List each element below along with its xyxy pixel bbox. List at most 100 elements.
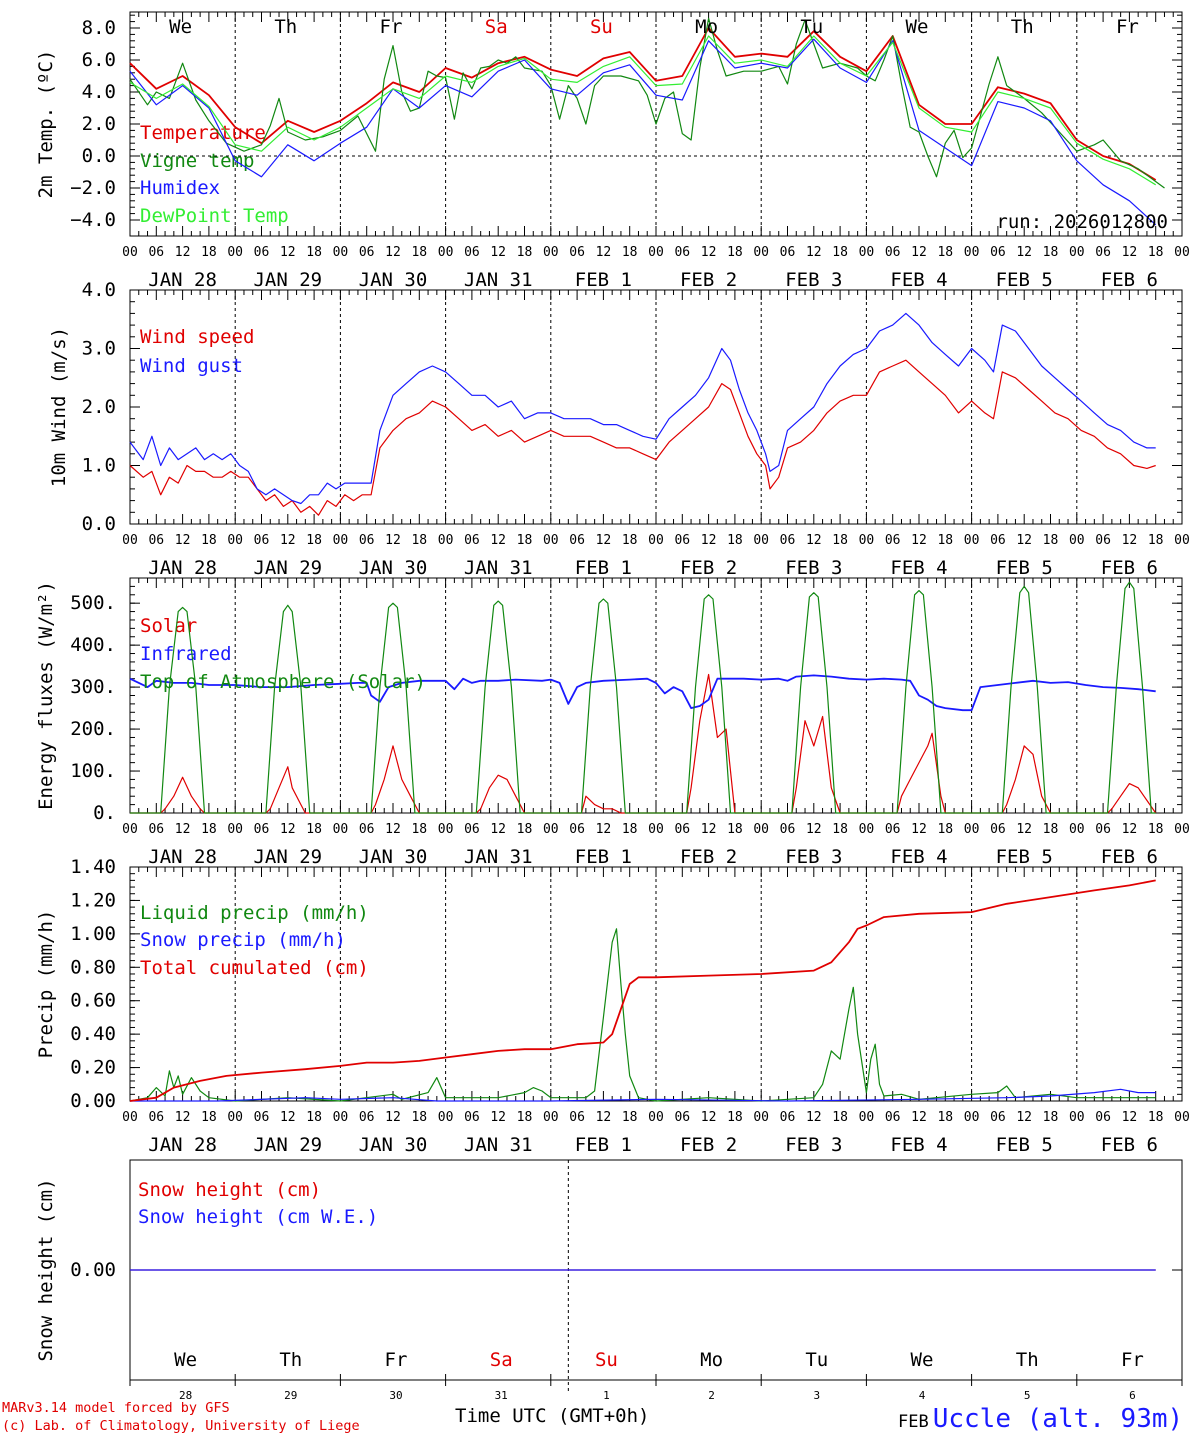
hour-tick-label: 18 <box>517 822 533 837</box>
hour-tick-label: 00 <box>753 245 769 260</box>
hour-tick-label: 18 <box>306 245 322 260</box>
hour-tick-label: 00 <box>122 245 138 260</box>
hour-tick-label: 12 <box>701 533 717 548</box>
model-line: MARv3.14 model forced by GFS <box>2 1400 230 1416</box>
hour-tick-label: 18 <box>622 245 638 260</box>
y-tick-label: 0.00 <box>70 1090 116 1112</box>
y-axis-label: Snow height (cm) <box>35 1178 57 1361</box>
hour-tick-label: 00 <box>438 245 454 260</box>
hour-tick-label: 18 <box>411 1110 427 1125</box>
hour-tick-label: 06 <box>148 245 164 260</box>
hour-tick-label: 06 <box>990 1110 1006 1125</box>
hour-tick-label: 06 <box>464 245 480 260</box>
hour-tick-label: 18 <box>937 533 953 548</box>
hour-tick-label: 06 <box>359 822 375 837</box>
hour-tick-label: 06 <box>885 245 901 260</box>
hour-tick-label: 12 <box>175 822 191 837</box>
station-name: Uccle (alt. 93m) <box>932 1404 1184 1434</box>
date-label: FEB 5 <box>996 557 1053 579</box>
x-axis-title: Time UTC (GMT+0h) <box>455 1405 650 1427</box>
run-label: run: 2026012800 <box>996 211 1168 233</box>
date-label: JAN 31 <box>464 1134 533 1156</box>
series-line <box>130 581 1156 814</box>
hour-tick-label: 18 <box>832 245 848 260</box>
hour-tick-label: 12 <box>280 533 296 548</box>
date-label: FEB 3 <box>785 846 842 868</box>
hour-tick-label: 06 <box>464 822 480 837</box>
weekday-label: Fr <box>1116 16 1139 38</box>
hour-tick-label: 18 <box>1148 1110 1164 1125</box>
hour-tick-label: 18 <box>727 822 743 837</box>
weekday-label: Th <box>274 16 297 38</box>
weekday-label: Su <box>590 16 613 38</box>
hour-tick-label: 00 <box>964 822 980 837</box>
hour-tick-label: 18 <box>411 533 427 548</box>
hour-tick-label: 00 <box>648 533 664 548</box>
hour-tick-label: 00 <box>227 822 243 837</box>
weekday-label: Mo <box>695 16 718 38</box>
day-number-label: 3 <box>813 1389 820 1402</box>
hour-tick-label: 18 <box>1148 245 1164 260</box>
hour-tick-label: 12 <box>701 245 717 260</box>
date-label: JAN 29 <box>253 846 322 868</box>
hour-tick-label: 00 <box>122 1110 138 1125</box>
date-label: FEB 4 <box>890 557 947 579</box>
y-tick-label: 2.0 <box>82 113 116 135</box>
y-tick-label: 0.20 <box>70 1057 116 1079</box>
date-label: JAN 30 <box>359 269 428 291</box>
y-tick-label: 0.60 <box>70 990 116 1012</box>
hour-tick-label: 00 <box>859 533 875 548</box>
hour-tick-label: 12 <box>1122 245 1138 260</box>
hour-tick-label: 00 <box>333 1110 349 1125</box>
hour-tick-label: 00 <box>333 533 349 548</box>
date-label: FEB 3 <box>785 269 842 291</box>
weekday-label: Th <box>1016 1349 1039 1371</box>
hour-tick-label: 06 <box>780 822 796 837</box>
legend-entry: Humidex <box>140 177 220 199</box>
hour-tick-label: 06 <box>674 822 690 837</box>
hour-tick-label: 12 <box>596 1110 612 1125</box>
hour-tick-label: 00 <box>1069 822 1085 837</box>
hour-tick-label: 12 <box>911 245 927 260</box>
hour-tick-label: 06 <box>569 1110 585 1125</box>
hour-tick-label: 12 <box>1016 822 1032 837</box>
hour-tick-label: 00 <box>753 822 769 837</box>
model-credits: MARv3.14 model forced by GFS (c) Lab. of… <box>2 1399 360 1435</box>
hour-tick-label: 12 <box>911 533 927 548</box>
date-label: FEB 2 <box>680 557 737 579</box>
date-label: JAN 28 <box>148 1134 217 1156</box>
hour-tick-label: 12 <box>701 1110 717 1125</box>
weekday-label: Th <box>279 1349 302 1371</box>
weekday-label: Fr <box>380 16 403 38</box>
hour-tick-label: 12 <box>806 245 822 260</box>
hour-tick-label: 18 <box>832 1110 848 1125</box>
hour-tick-label: 18 <box>1148 533 1164 548</box>
hour-tick-label: 06 <box>1095 1110 1111 1125</box>
y-tick-label: 0.0 <box>82 513 116 535</box>
hour-tick-label: 06 <box>464 1110 480 1125</box>
hour-tick-label: 00 <box>753 1110 769 1125</box>
day-number-label: 1 <box>603 1389 610 1402</box>
weekday-label: Sa <box>485 16 508 38</box>
hour-tick-label: 12 <box>490 533 506 548</box>
hour-tick-label: 18 <box>517 533 533 548</box>
weekday-label: We <box>174 1349 197 1371</box>
legend-entry: Wind speed <box>140 326 254 348</box>
hour-tick-label: 00 <box>648 1110 664 1125</box>
legend-entry: Snow height (cm) <box>138 1179 321 1201</box>
hour-tick-label: 00 <box>1174 822 1190 837</box>
date-label: JAN 30 <box>359 557 428 579</box>
hour-tick-label: 12 <box>911 822 927 837</box>
weekday-label: Mo <box>700 1349 723 1371</box>
hour-tick-label: 12 <box>385 245 401 260</box>
hour-tick-label: 06 <box>990 822 1006 837</box>
series-line <box>129 17 1165 189</box>
date-label: FEB 5 <box>996 269 1053 291</box>
hour-tick-label: 18 <box>1043 245 1059 260</box>
hour-tick-label: 12 <box>806 1110 822 1125</box>
hour-tick-label: 18 <box>622 533 638 548</box>
date-label: FEB 5 <box>996 846 1053 868</box>
y-tick-label: 100. <box>70 760 116 782</box>
hour-tick-label: 00 <box>543 533 559 548</box>
y-tick-label: 400. <box>70 634 116 656</box>
